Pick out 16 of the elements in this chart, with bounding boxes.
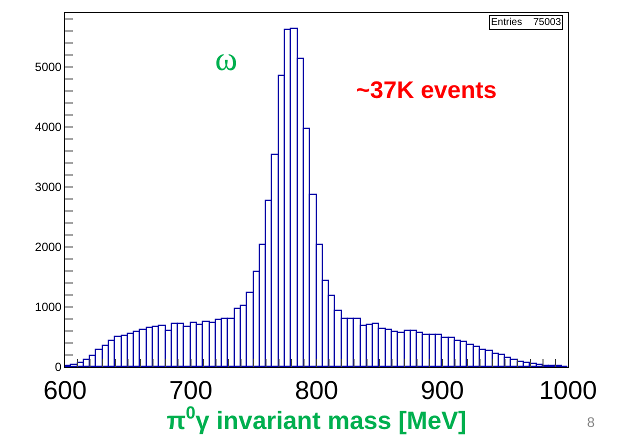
annotation: Entries 75003 xyxy=(491,17,562,28)
y-tick-label: 4000 xyxy=(34,120,62,134)
y-tick-label: 5000 xyxy=(34,60,62,74)
x-tick-label: 800 xyxy=(294,375,338,406)
annotation: ~37K events xyxy=(356,77,497,104)
x-axis-title: π$^{0}$γ invariant mass [MeV] xyxy=(166,402,466,435)
y-tick-label: 0 xyxy=(54,360,62,374)
y-tick-label: 2000 xyxy=(34,240,62,254)
x-tick-label: 900 xyxy=(420,375,464,406)
x-tick-label: 1000 xyxy=(539,375,597,406)
y-tick-label: 1000 xyxy=(34,300,62,314)
y-tick-label: 3000 xyxy=(34,180,62,194)
x-tick-label: 700 xyxy=(169,375,212,406)
annotation: ω xyxy=(215,41,238,78)
x-tick-label: 600 xyxy=(43,375,87,406)
text: 8 xyxy=(587,414,595,430)
